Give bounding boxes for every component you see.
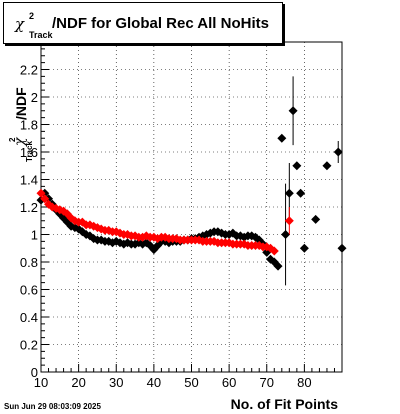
y-tick-label: 0.2	[20, 338, 38, 353]
tick-labels: 10 20 30 40 50 60 70 80 0 0.2 0.4 0.6 0.8 1 1.2 1.4 1.6 1…	[20, 63, 312, 391]
y-tick-label: 2.2	[20, 63, 38, 78]
y-tick-label: 1.8	[20, 118, 38, 133]
x-tick-label: 80	[297, 375, 311, 390]
y-tick-label: 0.4	[20, 310, 38, 325]
x-tick-label: 10	[34, 375, 48, 390]
data-point-marker	[333, 147, 343, 157]
x-tick-label: 20	[71, 375, 85, 390]
data-point-marker	[292, 161, 302, 171]
y-tick-label: 1.6	[20, 145, 38, 160]
grid-lines	[40, 42, 342, 373]
data-point-marker	[247, 231, 257, 241]
title-chi-symbol: χ	[15, 15, 25, 33]
x-tick-label: 40	[147, 375, 161, 390]
y-tick-label: 0	[31, 365, 38, 380]
data-point-marker	[284, 188, 294, 198]
data-point-marker	[322, 161, 332, 171]
y-tick-label: 0.6	[20, 283, 38, 298]
title-superscript: 2	[29, 11, 35, 21]
ylabel-subscript: Track	[25, 141, 34, 162]
x-tick-label: 50	[184, 375, 198, 390]
data-point-marker	[123, 230, 133, 239]
ylabel-superscript: 2	[8, 137, 17, 142]
y-tick-label: 0.8	[20, 255, 38, 270]
y-tick-label: 1	[31, 228, 38, 243]
data-point-marker	[36, 188, 46, 198]
x-tick-label: 30	[109, 375, 123, 390]
data-point-marker	[284, 216, 294, 226]
y-tick-label: 2	[31, 90, 38, 105]
ylabel-text: /NDF	[13, 87, 29, 120]
chart-title: χ 2 Track /NDF for Global Rec All NoHits	[3, 2, 283, 44]
x-axis-label: No. of Fit Points	[230, 396, 338, 412]
y-tick-label: 1.2	[20, 200, 38, 215]
data-point-marker	[337, 243, 347, 253]
data-point-marker	[299, 243, 309, 253]
data-point-marker	[40, 194, 50, 204]
title-text: /NDF for Global Rec All NoHits	[52, 15, 269, 32]
data-point-marker	[311, 214, 321, 224]
title-subscript: Track	[29, 30, 53, 40]
data-point-marker	[269, 246, 279, 256]
data-points	[36, 76, 347, 286]
data-point-marker	[288, 106, 298, 116]
y-tick-label: 1.4	[20, 173, 38, 188]
x-tick-label: 70	[260, 375, 274, 390]
data-point-marker	[273, 261, 283, 271]
timestamp: Sun Jun 29 08:03:09 2025	[4, 402, 101, 411]
y-axis-label: χ 2 Track /NDF	[5, 42, 45, 162]
data-point-marker	[123, 238, 133, 248]
x-tick-label: 60	[222, 375, 236, 390]
data-point-marker	[296, 188, 306, 198]
data-point-marker	[277, 133, 287, 143]
data-point-marker	[281, 230, 291, 239]
